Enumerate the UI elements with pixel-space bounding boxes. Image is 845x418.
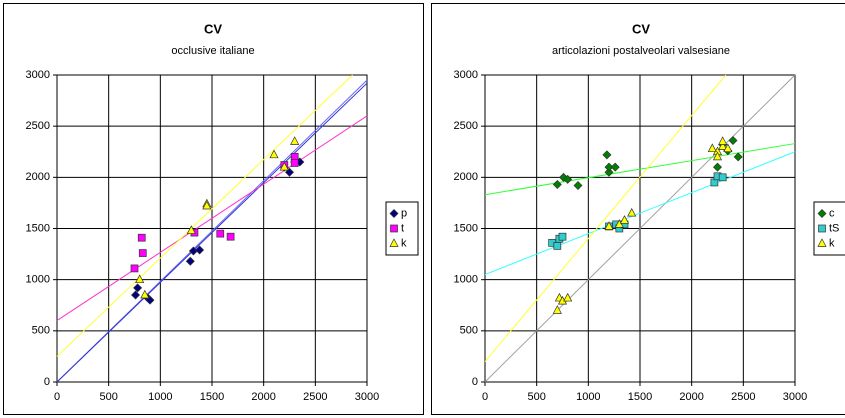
marker-diamond — [145, 295, 155, 305]
marker-triangle — [707, 143, 717, 153]
reference-line — [484, 74, 796, 383]
marker-square — [390, 224, 398, 233]
marker-triangle — [279, 161, 289, 171]
marker-square — [138, 249, 147, 257]
legend-label: c — [829, 207, 835, 219]
x-tick-label: 1000 — [148, 391, 172, 403]
trend-line — [484, 74, 727, 362]
x-tick-label: 500 — [99, 391, 117, 403]
marker-triangle — [712, 151, 723, 161]
y-tick-label: 2500 — [454, 120, 478, 132]
marker-diamond — [610, 162, 620, 172]
marker-triangle — [723, 143, 733, 153]
marker-square — [226, 232, 235, 241]
x-tick-label: 2500 — [731, 391, 755, 403]
y-tick-label: 2500 — [26, 120, 50, 132]
marker-square — [558, 232, 567, 241]
y-tick-label: 3000 — [26, 69, 50, 81]
marker-diamond — [728, 135, 738, 145]
legend-label: k — [829, 237, 835, 249]
marker-diamond — [602, 150, 612, 160]
x-tick-label: 2000 — [251, 391, 275, 403]
marker-diamond — [133, 283, 143, 293]
marker-triangle — [389, 238, 399, 247]
trend-line — [56, 82, 368, 383]
y-tick-label: 0 — [472, 376, 478, 388]
y-tick-label: 3000 — [454, 69, 478, 81]
marker-triangle — [202, 200, 212, 210]
legend-label: p — [401, 207, 407, 219]
marker-square — [818, 224, 826, 233]
marker-square — [553, 242, 562, 250]
y-tick-label: 2000 — [26, 171, 50, 183]
y-tick-label: 1000 — [26, 274, 50, 286]
legend-label: tS — [829, 222, 839, 234]
chart-subtitle: occlusive italiane — [171, 45, 254, 57]
marker-diamond — [552, 180, 562, 189]
marker-triangle — [290, 136, 300, 145]
marker-diamond — [733, 152, 743, 162]
marker-triangle — [552, 305, 562, 314]
x-tick-label: 3000 — [355, 391, 379, 403]
x-tick-label: 3000 — [783, 391, 807, 403]
x-tick-label: 1000 — [576, 391, 600, 403]
marker-diamond — [185, 256, 195, 266]
y-tick-label: 2000 — [454, 171, 478, 183]
marker-square — [130, 264, 139, 273]
legend-label: t — [401, 222, 404, 234]
marker-diamond — [195, 245, 205, 255]
y-tick-label: 1500 — [454, 222, 478, 234]
y-tick-label: 0 — [44, 376, 50, 388]
marker-square — [137, 233, 146, 242]
chart-subtitle: articolazioni postalveolari valsesiane — [552, 45, 730, 57]
marker-triangle — [817, 238, 827, 247]
marker-diamond — [131, 290, 141, 300]
marker-triangle — [135, 274, 145, 284]
y-tick-label: 1500 — [26, 222, 50, 234]
x-tick-label: 500 — [527, 391, 545, 403]
marker-square — [290, 159, 299, 167]
marker-triangle — [269, 149, 279, 159]
trend-line — [484, 143, 796, 196]
y-tick-label: 500 — [32, 325, 50, 337]
marker-diamond — [604, 167, 614, 177]
x-tick-label: 2000 — [679, 391, 703, 403]
x-tick-label: 2500 — [303, 391, 327, 403]
y-tick-label: 1000 — [454, 274, 478, 286]
trend-line — [56, 74, 353, 357]
x-tick-label: 0 — [54, 391, 60, 403]
x-tick-label: 1500 — [628, 391, 652, 403]
marker-diamond — [817, 209, 827, 218]
chart-title: CV — [204, 21, 222, 36]
marker-triangle — [563, 292, 573, 302]
marker-triangle — [627, 207, 637, 217]
marker-square — [216, 229, 225, 238]
marker-diamond — [604, 162, 614, 172]
legend-label: k — [401, 237, 407, 249]
y-tick-label: 500 — [460, 325, 478, 337]
marker-diamond — [389, 209, 399, 218]
marker-triangle — [186, 225, 196, 234]
marker-triangle — [604, 221, 614, 230]
marker-diamond — [573, 181, 583, 191]
marker-triangle — [718, 136, 728, 145]
x-tick-label: 1500 — [200, 391, 224, 403]
x-tick-label: 0 — [482, 391, 488, 403]
trend-line — [484, 151, 796, 276]
trend-line — [56, 115, 368, 322]
marker-triangle — [718, 141, 728, 150]
marker-square — [718, 173, 727, 182]
marker-diamond — [713, 162, 722, 172]
chart-title: CV — [632, 21, 650, 36]
marker-diamond — [563, 174, 573, 184]
marker-triangle — [140, 289, 150, 299]
marker-triangle — [619, 215, 630, 224]
